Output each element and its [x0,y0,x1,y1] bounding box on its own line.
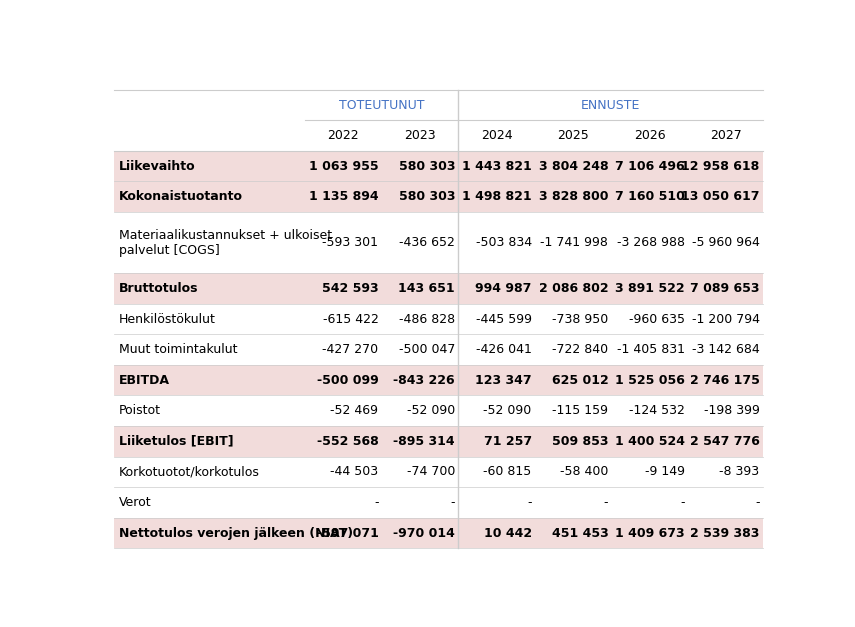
Text: 2024: 2024 [481,129,512,142]
Text: 1 400 524: 1 400 524 [615,435,685,448]
Bar [114,518,763,549]
Text: -593 301: -593 301 [322,236,379,249]
Text: -52 469: -52 469 [330,404,379,418]
Text: 1 135 894: 1 135 894 [309,190,379,203]
Text: -970 014: -970 014 [393,527,455,540]
Text: -597 071: -597 071 [316,527,379,540]
Text: 2027: 2027 [710,129,741,142]
Text: TOTEUTUNUT: TOTEUTUNUT [339,98,424,112]
Text: -843 226: -843 226 [393,374,455,387]
Text: 12 958 618: 12 958 618 [681,160,759,172]
Bar [114,273,763,303]
Text: Muut toimintakulut: Muut toimintakulut [119,343,238,356]
Text: 1 525 056: 1 525 056 [615,374,685,387]
Text: 123 347: 123 347 [475,374,532,387]
Text: 3 828 800: 3 828 800 [539,190,608,203]
Text: Verot: Verot [119,496,151,509]
Text: Kokonaistuotanto: Kokonaistuotanto [119,190,243,203]
Text: EBITDA: EBITDA [119,374,170,387]
Text: -5 960 964: -5 960 964 [692,236,759,249]
Text: -1 405 831: -1 405 831 [617,343,685,356]
Text: 542 593: 542 593 [321,282,379,295]
Text: -74 700: -74 700 [407,465,455,478]
Text: Liiketulos [EBIT]: Liiketulos [EBIT] [119,435,233,448]
Text: Poistot: Poistot [119,404,161,418]
Text: 2 086 802: 2 086 802 [539,282,608,295]
Text: -: - [374,496,379,509]
Text: 10 442: 10 442 [484,527,532,540]
Text: -: - [528,496,532,509]
Text: -503 834: -503 834 [475,236,532,249]
Text: 143 651: 143 651 [398,282,455,295]
Text: 71 257: 71 257 [484,435,532,448]
Text: -615 422: -615 422 [322,312,379,325]
Text: 2023: 2023 [404,129,436,142]
Text: -: - [604,496,608,509]
Text: -58 400: -58 400 [560,465,608,478]
Text: -115 159: -115 159 [552,404,608,418]
Text: -60 815: -60 815 [483,465,532,478]
Text: 7 089 653: 7 089 653 [690,282,759,295]
Text: -1 200 794: -1 200 794 [692,312,759,325]
Text: 2 539 383: 2 539 383 [690,527,759,540]
Bar [114,365,763,396]
Text: 2025: 2025 [557,129,589,142]
Text: -500 047: -500 047 [398,343,455,356]
Text: -44 503: -44 503 [330,465,379,478]
Text: -426 041: -426 041 [475,343,532,356]
Text: -8 393: -8 393 [719,465,759,478]
Bar [114,426,763,456]
Text: -: - [451,496,455,509]
Text: 3 891 522: 3 891 522 [616,282,685,295]
Text: -: - [755,496,759,509]
Bar [114,181,763,212]
Bar [114,151,763,181]
Text: Bruttotulos: Bruttotulos [119,282,198,295]
Text: 625 012: 625 012 [551,374,608,387]
Text: 2 746 175: 2 746 175 [690,374,759,387]
Text: 1 063 955: 1 063 955 [309,160,379,172]
Text: -124 532: -124 532 [629,404,685,418]
Text: -445 599: -445 599 [475,312,532,325]
Text: -895 314: -895 314 [393,435,455,448]
Text: Nettotulos verojen jälkeen (NIAT): Nettotulos verojen jälkeen (NIAT) [119,527,353,540]
Text: Henkilöstökulut: Henkilöstökulut [119,312,215,325]
Text: 1 409 673: 1 409 673 [616,527,685,540]
Text: Korkotuotot/korkotulos: Korkotuotot/korkotulos [119,465,260,478]
Text: -3 142 684: -3 142 684 [692,343,759,356]
Text: 509 853: 509 853 [551,435,608,448]
Text: 7 160 510: 7 160 510 [615,190,685,203]
Text: 994 987: 994 987 [475,282,532,295]
Text: 2026: 2026 [634,129,666,142]
Text: -198 399: -198 399 [704,404,759,418]
Text: -52 090: -52 090 [407,404,455,418]
Text: 13 050 617: 13 050 617 [681,190,759,203]
Text: -738 950: -738 950 [552,312,608,325]
Text: -486 828: -486 828 [399,312,455,325]
Text: 1 443 821: 1 443 821 [462,160,532,172]
Text: Materiaalikustannukset + ulkoiset
palvelut [COGS]: Materiaalikustannukset + ulkoiset palvel… [119,229,332,256]
Text: -: - [681,496,685,509]
Text: -552 568: -552 568 [316,435,379,448]
Text: 580 303: 580 303 [398,160,455,172]
Text: -1 741 998: -1 741 998 [540,236,608,249]
Text: -960 635: -960 635 [629,312,685,325]
Text: -436 652: -436 652 [399,236,455,249]
Text: -9 149: -9 149 [645,465,685,478]
Text: 1 498 821: 1 498 821 [462,190,532,203]
Text: ENNUSTE: ENNUSTE [581,98,640,112]
Text: -500 099: -500 099 [316,374,379,387]
Text: 7 106 496: 7 106 496 [616,160,685,172]
Text: 3 804 248: 3 804 248 [539,160,608,172]
Text: 451 453: 451 453 [551,527,608,540]
Text: 580 303: 580 303 [398,190,455,203]
Text: -722 840: -722 840 [552,343,608,356]
Text: 2 547 776: 2 547 776 [690,435,759,448]
Text: -52 090: -52 090 [483,404,532,418]
Text: 2022: 2022 [327,129,359,142]
Text: -3 268 988: -3 268 988 [617,236,685,249]
Text: Liikevaihto: Liikevaihto [119,160,196,172]
Text: -427 270: -427 270 [322,343,379,356]
